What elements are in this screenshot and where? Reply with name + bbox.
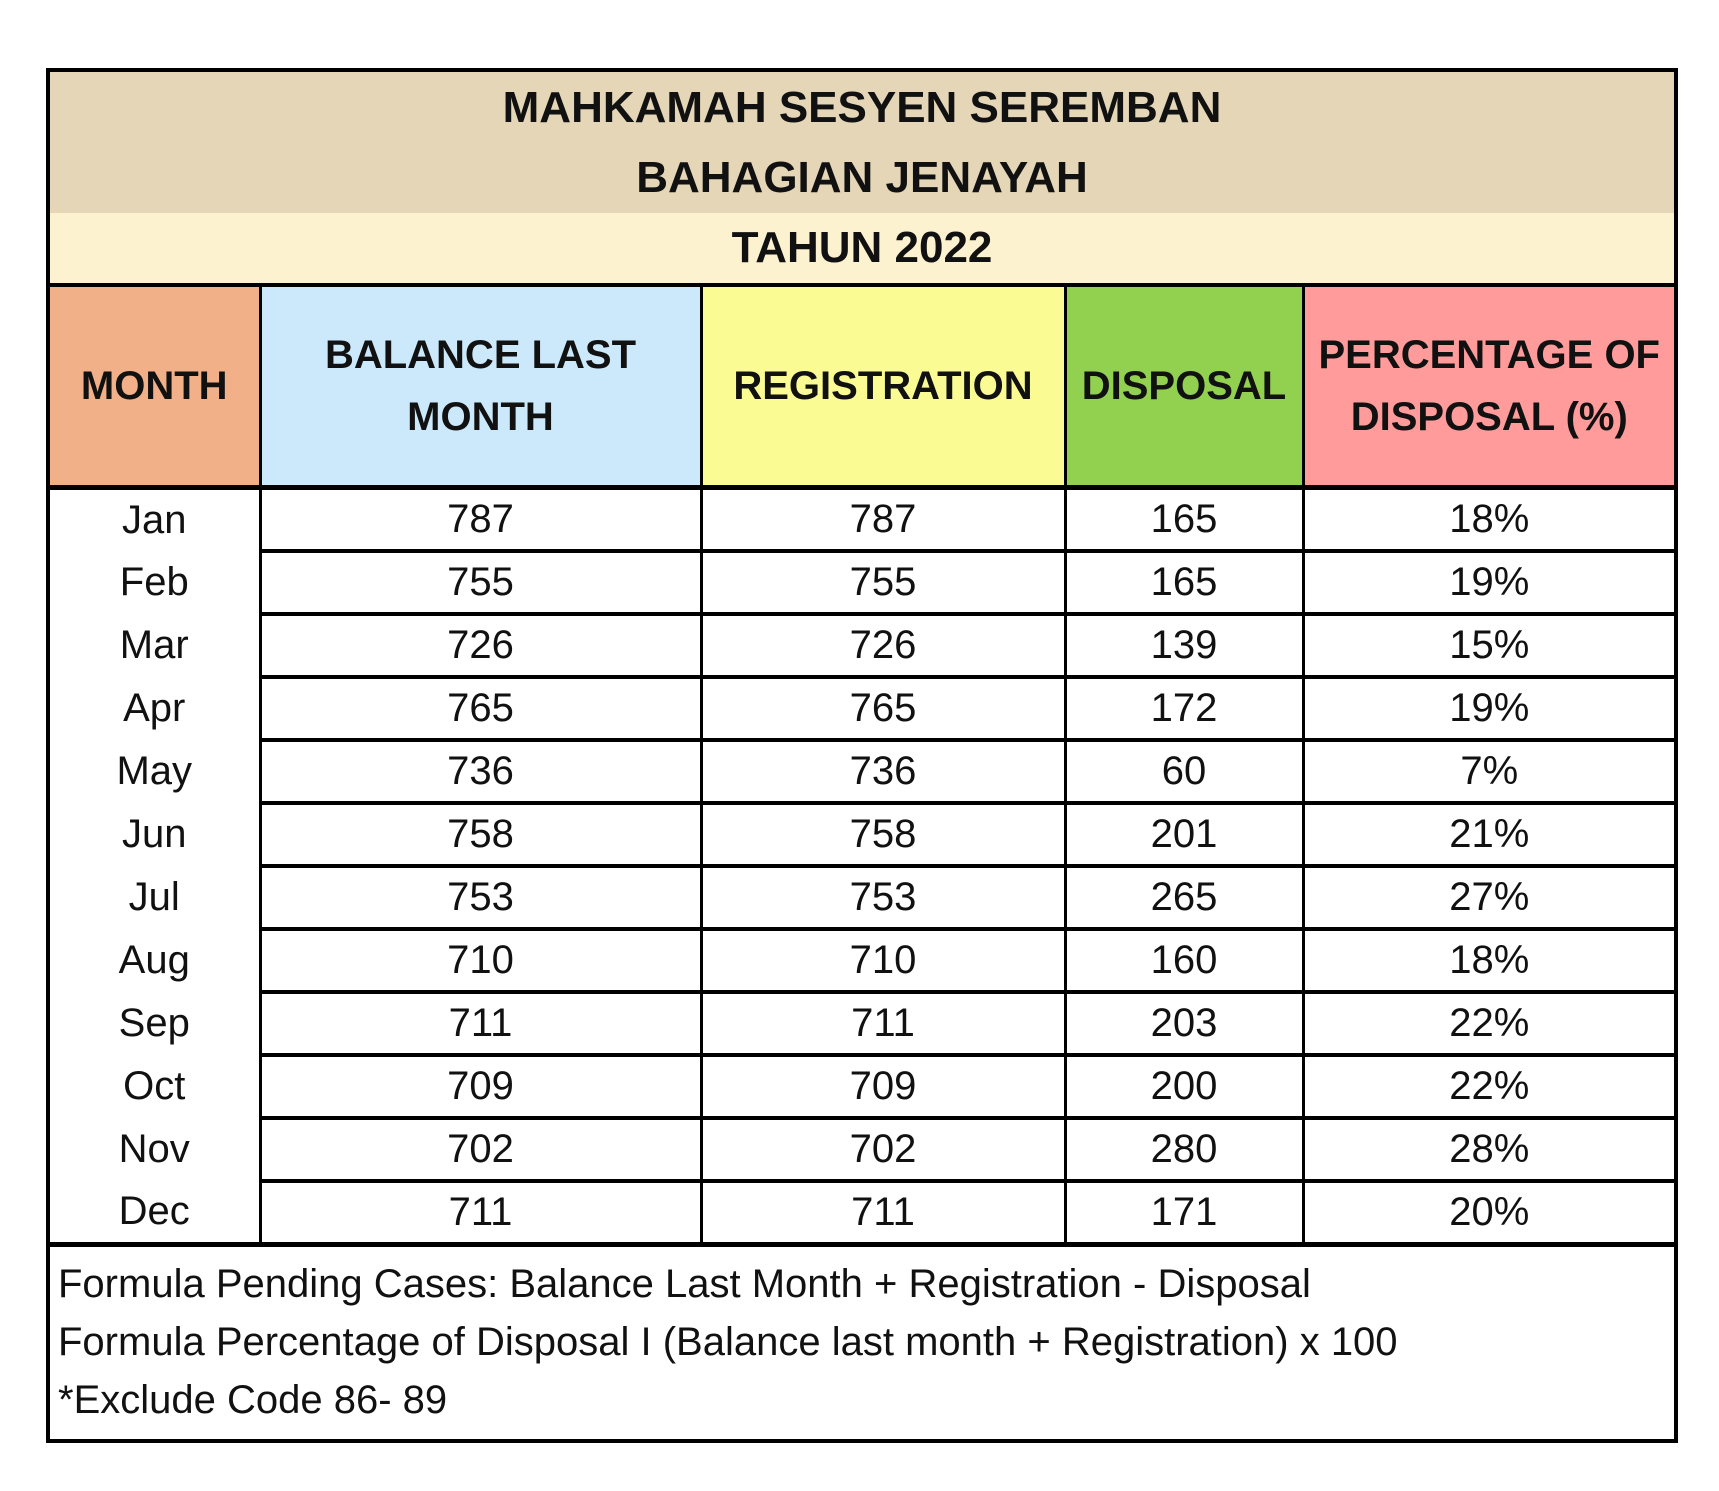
table-row: Feb 755 755 165 19% [50, 549, 1674, 614]
cell-disposal: 265 [1063, 864, 1303, 929]
cell-balance-last-month: 758 [258, 801, 701, 866]
monthly-statistics-table: MONTH BALANCE LAST MONTH REGISTRATION DI… [50, 287, 1674, 1242]
header-balance-last-month: BALANCE LAST MONTH [258, 287, 701, 490]
cell-disposal: 203 [1063, 990, 1303, 1055]
table-row: Apr 765 765 172 19% [50, 675, 1674, 740]
statistics-table-container: MAHKAMAH SESYEN SEREMBAN BAHAGIAN JENAYA… [46, 68, 1678, 1443]
cell-balance-last-month: 736 [258, 738, 701, 803]
cell-percentage: 27% [1301, 864, 1674, 929]
cell-percentage: 19% [1301, 549, 1674, 614]
cell-registration: 709 [699, 1053, 1065, 1118]
cell-month: Nov [118, 1127, 190, 1171]
cell-disposal: 172 [1063, 675, 1303, 740]
cell-balance-last-month: 753 [258, 864, 701, 929]
cell-disposal: 200 [1063, 1053, 1303, 1118]
cell-percentage: 18% [1301, 487, 1674, 551]
cell-month: Jul [128, 875, 180, 919]
cell-disposal: 280 [1063, 1116, 1303, 1181]
cell-percentage: 20% [1301, 1179, 1674, 1242]
header-disposal: DISPOSAL [1063, 287, 1303, 490]
formula-pending-cases: Formula Pending Cases: Balance Last Mont… [58, 1262, 1311, 1306]
cell-balance-last-month: 709 [258, 1053, 701, 1118]
title-band: MAHKAMAH SESYEN SEREMBAN BAHAGIAN JENAYA… [50, 72, 1674, 213]
cell-disposal: 165 [1063, 487, 1303, 551]
year-band: TAHUN 2022 [50, 213, 1674, 287]
cell-month: Apr [123, 686, 186, 730]
division-title: BAHAGIAN JENAYAH [636, 152, 1088, 202]
cell-balance-last-month: 710 [258, 927, 701, 992]
header-month: MONTH [50, 287, 260, 490]
table-row: May 736 736 60 7% [50, 738, 1674, 803]
cell-balance-last-month: 711 [258, 1179, 701, 1242]
cell-registration: 736 [699, 738, 1065, 803]
table-row: Nov 702 702 280 28% [50, 1116, 1674, 1181]
table-row: Jun 758 758 201 21% [50, 801, 1674, 866]
cell-percentage: 28% [1301, 1116, 1674, 1181]
cell-registration: 702 [699, 1116, 1065, 1181]
cell-percentage: 15% [1301, 612, 1674, 677]
cell-month: Jun [122, 812, 187, 856]
cell-disposal: 165 [1063, 549, 1303, 614]
cell-percentage: 7% [1301, 738, 1674, 803]
table-row: Dec 711 711 171 20% [50, 1179, 1674, 1242]
header-row: MONTH BALANCE LAST MONTH REGISTRATION DI… [50, 287, 1674, 490]
cell-registration: 753 [699, 864, 1065, 929]
cell-registration: 758 [699, 801, 1065, 866]
table-row: Jul 753 753 265 27% [50, 864, 1674, 929]
cell-balance-last-month: 702 [258, 1116, 701, 1181]
cell-balance-last-month: 787 [258, 487, 701, 551]
header-registration: REGISTRATION [699, 287, 1065, 490]
cell-disposal: 160 [1063, 927, 1303, 992]
cell-month: Jan [122, 498, 187, 542]
court-title: MAHKAMAH SESYEN SEREMBAN [502, 82, 1222, 132]
cell-registration: 787 [699, 487, 1065, 551]
cell-registration: 765 [699, 675, 1065, 740]
table-row: Oct 709 709 200 22% [50, 1053, 1674, 1118]
cell-registration: 726 [699, 612, 1065, 677]
cell-month: Dec [118, 1189, 190, 1233]
cell-percentage: 22% [1301, 1053, 1674, 1118]
header-percentage-of-disposal: PERCENTAGE OF DISPOSAL (%) [1301, 287, 1674, 490]
table-row: Sep 711 711 203 22% [50, 990, 1674, 1055]
table-row: Jan 787 787 165 18% [50, 487, 1674, 551]
cell-registration: 711 [699, 990, 1065, 1055]
cell-balance-last-month: 711 [258, 990, 701, 1055]
cell-percentage: 22% [1301, 990, 1674, 1055]
cell-registration: 711 [699, 1179, 1065, 1242]
cell-month: May [116, 749, 193, 793]
cell-balance-last-month: 726 [258, 612, 701, 677]
cell-month: Feb [119, 560, 189, 604]
cell-percentage: 21% [1301, 801, 1674, 866]
cell-disposal: 201 [1063, 801, 1303, 866]
table-row: Mar 726 726 139 15% [50, 612, 1674, 677]
footer-notes: Formula Pending Cases: Balance Last Mont… [50, 1242, 1674, 1439]
year-title: TAHUN 2022 [731, 223, 993, 272]
cell-disposal: 171 [1063, 1179, 1303, 1242]
cell-disposal: 60 [1063, 738, 1303, 803]
cell-disposal: 139 [1063, 612, 1303, 677]
cell-balance-last-month: 765 [258, 675, 701, 740]
cell-month: Mar [119, 623, 189, 667]
cell-balance-last-month: 755 [258, 549, 701, 614]
table-row: Aug 710 710 160 18% [50, 927, 1674, 992]
exclusion-note: *Exclude Code 86- 89 [58, 1378, 448, 1422]
cell-percentage: 19% [1301, 675, 1674, 740]
cell-registration: 710 [699, 927, 1065, 992]
cell-registration: 755 [699, 549, 1065, 614]
cell-month: Aug [118, 938, 190, 982]
formula-percentage-disposal: Formula Percentage of Disposal I (Balanc… [58, 1320, 1398, 1364]
cell-month: Sep [118, 1001, 190, 1045]
cell-percentage: 18% [1301, 927, 1674, 992]
cell-month: Oct [123, 1064, 186, 1108]
